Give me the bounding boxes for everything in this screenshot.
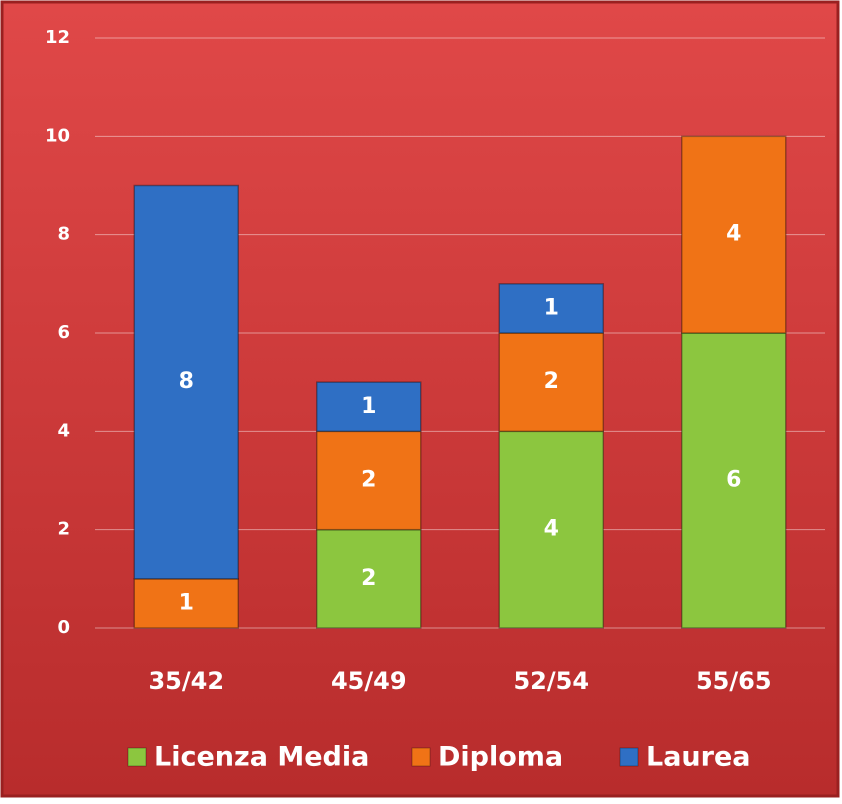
x-tick-label: 55/65: [696, 667, 772, 695]
data-label: 2: [544, 369, 559, 394]
x-tick-label: 35/42: [148, 667, 224, 695]
data-label: 4: [544, 517, 559, 542]
bar-segment: [133, 184, 239, 580]
bar-segment: [498, 332, 604, 433]
y-tick-label: 10: [45, 125, 70, 146]
data-label: 2: [361, 566, 376, 591]
bar-segment: [316, 430, 422, 531]
y-tick-label: 2: [57, 519, 70, 540]
bar-segment: [316, 528, 422, 629]
bar-segment: [681, 332, 787, 629]
data-label: 1: [361, 394, 376, 419]
legend-label: Licenza Media: [154, 742, 369, 773]
bar-segment: [316, 381, 422, 433]
bar-segment: [681, 135, 787, 334]
legend-swatch: [619, 747, 639, 767]
y-tick-label: 4: [57, 420, 70, 441]
y-tick-label: 6: [57, 322, 70, 343]
legend-swatch: [127, 747, 147, 767]
legend-swatch: [411, 747, 431, 767]
y-tick-label: 8: [57, 224, 70, 245]
legend-label: Diploma: [438, 742, 563, 773]
data-label: 2: [361, 468, 376, 493]
x-tick-label: 52/54: [513, 667, 589, 695]
x-tick-label: 45/49: [331, 667, 407, 695]
data-label: 1: [544, 295, 559, 320]
legend-label: Laurea: [646, 742, 751, 773]
bar-segment: [498, 283, 604, 334]
data-label: 8: [179, 369, 194, 394]
data-label: 6: [726, 468, 741, 493]
bar-segment: [133, 578, 239, 629]
data-label: 4: [726, 222, 741, 247]
bar-segment: [498, 430, 604, 629]
y-tick-label: 0: [57, 617, 70, 638]
data-label: 1: [179, 590, 194, 615]
y-tick-label: 12: [45, 27, 70, 48]
